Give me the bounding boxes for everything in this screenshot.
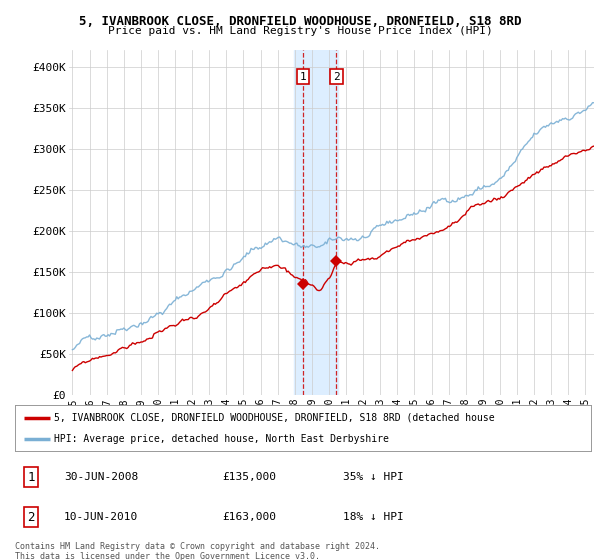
Text: 35% ↓ HPI: 35% ↓ HPI <box>343 473 404 482</box>
Bar <box>294 50 338 395</box>
Text: 5, IVANBROOK CLOSE, DRONFIELD WOODHOUSE, DRONFIELD, S18 8RD: 5, IVANBROOK CLOSE, DRONFIELD WOODHOUSE,… <box>79 15 521 27</box>
Text: 1: 1 <box>300 72 307 82</box>
Text: £135,000: £135,000 <box>223 473 277 482</box>
Text: 2: 2 <box>28 511 35 524</box>
Text: 30-JUN-2008: 30-JUN-2008 <box>64 473 138 482</box>
Text: 5, IVANBROOK CLOSE, DRONFIELD WOODHOUSE, DRONFIELD, S18 8RD (detached house: 5, IVANBROOK CLOSE, DRONFIELD WOODHOUSE,… <box>54 413 495 423</box>
Text: £163,000: £163,000 <box>223 512 277 522</box>
Text: 10-JUN-2010: 10-JUN-2010 <box>64 512 138 522</box>
Text: 1: 1 <box>28 471 35 484</box>
Text: Price paid vs. HM Land Registry's House Price Index (HPI): Price paid vs. HM Land Registry's House … <box>107 26 493 36</box>
Text: HPI: Average price, detached house, North East Derbyshire: HPI: Average price, detached house, Nort… <box>54 435 389 444</box>
Text: Contains HM Land Registry data © Crown copyright and database right 2024.
This d: Contains HM Land Registry data © Crown c… <box>15 542 380 560</box>
Text: 18% ↓ HPI: 18% ↓ HPI <box>343 512 404 522</box>
Text: 2: 2 <box>333 72 340 82</box>
